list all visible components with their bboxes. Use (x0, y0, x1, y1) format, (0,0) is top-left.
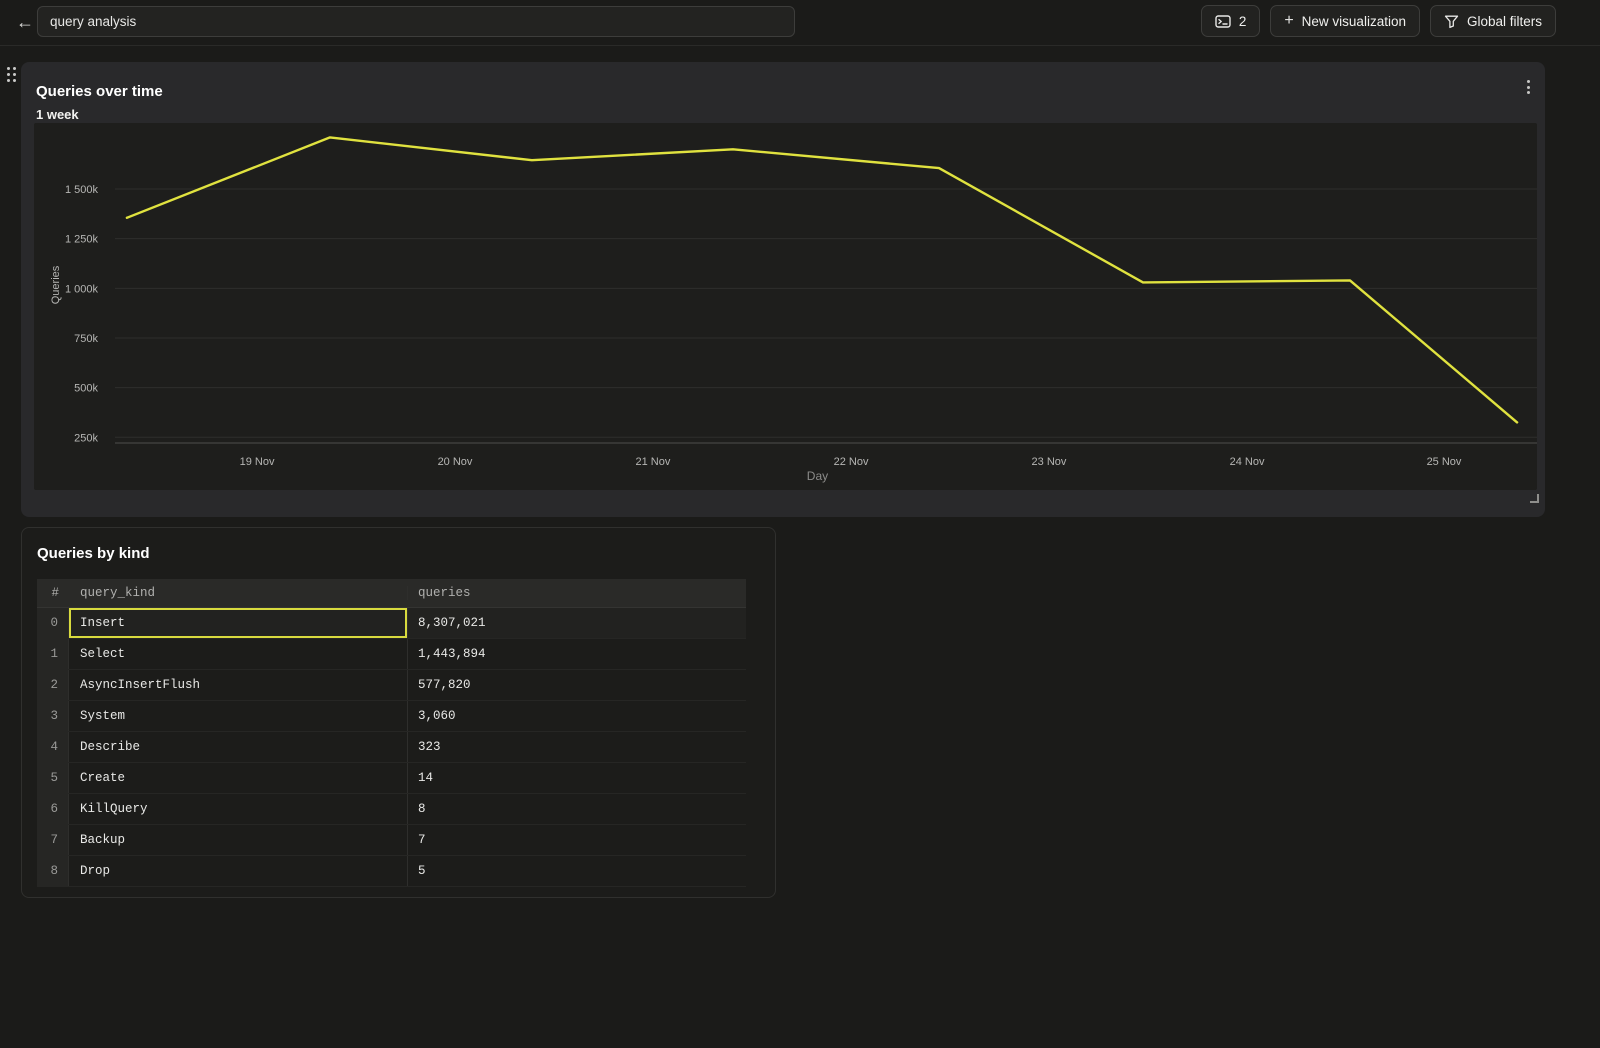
x-tick-label: 19 Nov (240, 456, 275, 468)
terminal-icon (1215, 14, 1231, 29)
cell-queries[interactable]: 14 (418, 771, 434, 785)
cell-queries[interactable]: 8,307,021 (418, 616, 486, 630)
top-bar: ← 2 + New visualization (0, 0, 1600, 46)
cell-queries[interactable]: 3,060 (418, 709, 456, 723)
y-tick-label: 500k (74, 383, 98, 395)
table-title: Queries by kind (37, 545, 150, 562)
y-axis-title: Queries (50, 265, 62, 304)
queries-by-kind-table: # query_kind queries 0 Insert 8,307,021 1 Se… (37, 579, 746, 887)
x-tick-label: 22 Nov (834, 456, 869, 468)
topbar-actions: 2 + New visualization Global filters (1200, 5, 1556, 37)
cell-queries[interactable]: 5 (418, 864, 426, 878)
x-tick-label: 23 Nov (1032, 456, 1067, 468)
y-tick-label: 250k (74, 432, 98, 444)
table-row[interactable]: 1 Select 1,443,894 (37, 639, 746, 670)
chart-panel: Queries over time 1 week 1 500k 1 250k 1 0… (21, 62, 1545, 517)
table-row[interactable]: 3 System 3,060 (37, 701, 746, 732)
chart-title: Queries over time (36, 83, 163, 100)
cell-queries[interactable]: 323 (418, 740, 441, 754)
cell-queries[interactable]: 577,820 (418, 678, 471, 692)
drag-handle-icon[interactable] (7, 67, 16, 82)
row-index: 7 (37, 825, 69, 855)
row-index: 8 (37, 856, 69, 886)
cell-query-kind[interactable]: Drop (69, 856, 408, 886)
row-index: 3 (37, 701, 69, 731)
dashboard-title-input[interactable] (37, 6, 795, 37)
panels-count-button[interactable]: 2 (1200, 5, 1261, 37)
cell-queries[interactable]: 1,443,894 (418, 647, 486, 661)
table-body: 0 Insert 8,307,021 1 Select 1,443,894 2 AsyncIn… (37, 608, 746, 887)
row-index: 1 (37, 639, 69, 669)
table-row[interactable]: 0 Insert 8,307,021 (37, 608, 746, 639)
cell-query-kind[interactable]: Create (69, 763, 408, 793)
y-tick-label: 1 000k (65, 283, 99, 295)
row-index: 0 (37, 608, 69, 638)
x-tick-label: 24 Nov (1230, 456, 1265, 468)
line-chart-svg: 1 500k 1 250k 1 000k 750k 500k 250k 19 Nov 20 N… (50, 136, 1537, 483)
x-tick-label: 25 Nov (1427, 456, 1462, 468)
plus-icon: + (1284, 12, 1294, 29)
table-panel: Queries by kind # query_kind queries 0 In… (21, 527, 776, 898)
x-axis-title: Day (807, 469, 828, 483)
y-tick-label: 750k (74, 333, 98, 345)
table-header-row: # query_kind queries (37, 579, 746, 608)
header-queries: queries (418, 586, 471, 600)
funnel-icon (1444, 14, 1459, 29)
cell-queries[interactable]: 7 (418, 833, 426, 847)
y-tick-label: 1 500k (65, 184, 99, 196)
cell-query-kind[interactable]: AsyncInsertFlush (69, 670, 408, 700)
panel-menu-button[interactable] (1517, 76, 1539, 98)
row-index: 6 (37, 794, 69, 824)
header-query-kind: query_kind (69, 586, 408, 600)
row-index: 2 (37, 670, 69, 700)
row-index: 5 (37, 763, 69, 793)
queries-over-time-chart[interactable]: 1 500k 1 250k 1 000k 750k 500k 250k 19 Nov 20 N… (34, 123, 1537, 490)
table-row[interactable]: 8 Drop 5 (37, 856, 746, 887)
cell-queries[interactable]: 8 (418, 802, 426, 816)
x-tick-label: 20 Nov (438, 456, 473, 468)
new-visualization-label: New visualization (1301, 13, 1406, 29)
series-line (125, 136, 1519, 424)
table-row[interactable]: 6 KillQuery 8 (37, 794, 746, 825)
cell-query-kind[interactable]: Insert (69, 608, 408, 638)
cell-query-kind[interactable]: Select (69, 639, 408, 669)
global-filters-label: Global filters (1466, 13, 1542, 29)
row-index: 4 (37, 732, 69, 762)
x-tick-label: 21 Nov (636, 456, 671, 468)
resize-handle-icon[interactable] (1530, 494, 1539, 503)
cell-query-kind[interactable]: Backup (69, 825, 408, 855)
header-index: # (51, 586, 59, 600)
table-row[interactable]: 5 Create 14 (37, 763, 746, 794)
back-arrow-icon: ← (16, 11, 34, 32)
cell-query-kind[interactable]: System (69, 701, 408, 731)
new-visualization-button[interactable]: + New visualization (1270, 5, 1420, 37)
panels-count-label: 2 (1238, 13, 1247, 29)
table-row[interactable]: 2 AsyncInsertFlush 577,820 (37, 670, 746, 701)
global-filters-button[interactable]: Global filters (1429, 5, 1556, 37)
y-tick-label: 1 250k (65, 234, 99, 246)
table-row[interactable]: 7 Backup 7 (37, 825, 746, 856)
cell-query-kind[interactable]: Describe (69, 732, 408, 762)
cell-query-kind[interactable]: KillQuery (69, 794, 408, 824)
chart-subtitle: 1 week (36, 107, 79, 122)
table-row[interactable]: 4 Describe 323 (37, 732, 746, 763)
back-button[interactable]: ← (12, 9, 38, 35)
kebab-icon (1526, 80, 1530, 83)
